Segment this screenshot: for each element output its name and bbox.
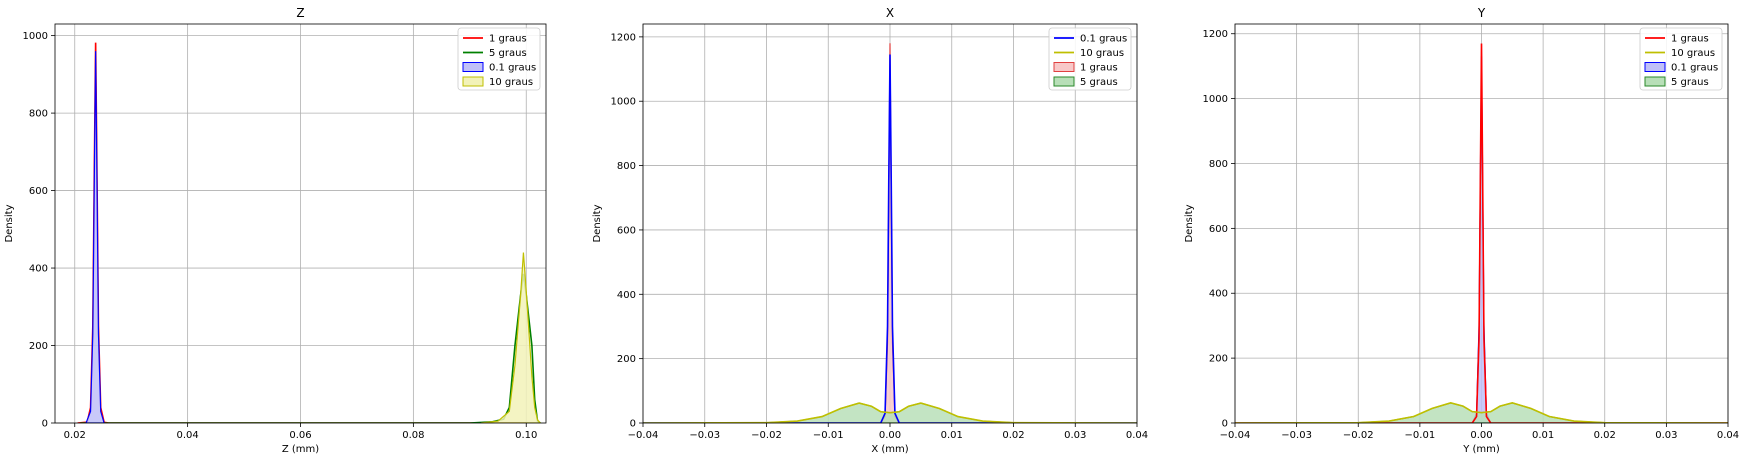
x-axis-label: Z (mm)	[282, 444, 319, 455]
y-tick-label: 1200	[611, 32, 636, 43]
y-tick-label: 600	[1209, 224, 1228, 235]
y-tick-label: 400	[617, 290, 636, 301]
y-tick-label: 200	[29, 341, 48, 352]
legend-label: 5 graus	[1671, 77, 1709, 88]
series-line	[1235, 402, 1728, 423]
x-tick-label: 0.04	[176, 430, 198, 441]
x-tick-label: −0.03	[689, 430, 720, 441]
x-tick-label: 0.01	[1532, 430, 1554, 441]
legend-swatch-patch	[1644, 62, 1666, 72]
y-tick-label: 600	[617, 225, 636, 236]
series-area	[85, 51, 105, 423]
x-tick-label: 0.10	[515, 430, 537, 441]
y-tick-label: 600	[29, 186, 48, 197]
legend-label: 5 graus	[1080, 77, 1118, 88]
y-tick-label: 1000	[611, 97, 636, 108]
legend: 1 graus 5 graus 0.1 graus 10 graus	[457, 27, 541, 91]
y-tick-label: 400	[1209, 289, 1228, 300]
x-tick-label: 0.01	[941, 430, 963, 441]
legend-label: 10 graus	[489, 77, 533, 88]
series-line	[1235, 43, 1728, 423]
legend-label: 10 graus	[1080, 48, 1124, 59]
y-tick-label: 800	[29, 109, 48, 120]
legend: 0.1 graus 10 graus 1 graus 5 graus	[1048, 27, 1132, 91]
x-tick-label: 0.04	[1126, 430, 1148, 441]
x-tick-label: 0.03	[1064, 430, 1086, 441]
x-tick-label: −0.03	[1281, 430, 1312, 441]
x-tick-label: 0.02	[64, 430, 86, 441]
legend-label: 10 graus	[1671, 48, 1715, 59]
x-tick-label: 0.02	[1002, 430, 1024, 441]
legend-label: 1 graus	[1080, 63, 1118, 74]
series-group	[643, 43, 1137, 423]
legend-swatch-patch	[1053, 76, 1075, 87]
y-tick-label: 800	[1209, 159, 1228, 170]
chart-title: Y	[1477, 6, 1486, 20]
y-tick-label: 1000	[23, 31, 48, 42]
x-tick-label: −0.01	[813, 430, 844, 441]
y-tick-label: 1000	[1203, 94, 1228, 105]
chart-panel-y: −0.04 −0.03 −0.02 −0.01 0.00 0.01 0.02 0.03 0.04…	[1184, 6, 1739, 455]
series-group	[77, 42, 542, 423]
y-axis-label: Density	[4, 204, 15, 242]
y-tick-label: 0	[630, 419, 636, 430]
y-tick-label: 400	[29, 264, 48, 275]
legend-swatch-patch	[1053, 62, 1075, 72]
x-tick-label: 0.03	[1655, 430, 1677, 441]
x-tick-label: 0.04	[1717, 430, 1739, 441]
series-line	[643, 402, 1137, 423]
legend-label: 1 graus	[1671, 34, 1709, 45]
legend-box	[1048, 27, 1132, 91]
y-tick-label: 200	[1209, 354, 1228, 365]
x-tick-label: 0.08	[402, 430, 424, 441]
x-axis-label: Y (mm)	[1462, 444, 1500, 455]
x-axis-label: X (mm)	[871, 444, 908, 455]
legend: 1 graus 10 graus 0.1 graus 5 graus	[1639, 27, 1723, 91]
y-axis-label: Density	[1184, 204, 1195, 242]
y-tick-label: 800	[617, 161, 636, 172]
x-tick-label: −0.02	[1343, 430, 1374, 441]
legend-swatch-patch	[462, 62, 484, 72]
series-line	[643, 54, 1137, 423]
x-tick-label: 0.00	[1470, 430, 1492, 441]
legend-label: 0.1 graus	[1671, 63, 1718, 74]
y-tick-label: 1200	[1203, 29, 1228, 40]
y-tick-label: 0	[1222, 419, 1228, 430]
x-tick-label: 0.02	[1594, 430, 1616, 441]
x-tick-label: −0.01	[1405, 430, 1436, 441]
chart-panel-x: −0.04 −0.03 −0.02 −0.01 0.00 0.01 0.02 0.03 0.04…	[592, 6, 1148, 455]
legend-label: 1 graus	[489, 34, 527, 45]
legend-label: 0.1 graus	[489, 63, 536, 74]
y-axis-label: Density	[592, 204, 603, 242]
series-area	[481, 252, 542, 423]
chart-panel-z: 0.02 0.04 0.06 0.08 0.10 0 200 400 600 800 1000 Z Z …	[4, 6, 547, 455]
legend-swatch-patch	[462, 76, 484, 87]
legend-label: 0.1 graus	[1080, 34, 1127, 45]
x-tick-label: −0.02	[751, 430, 782, 441]
x-tick-label: 0.00	[879, 430, 901, 441]
y-tick-label: 200	[617, 354, 636, 365]
chart-title: Z	[296, 6, 304, 20]
x-tick-label: −0.04	[1220, 430, 1251, 441]
legend-box	[1639, 27, 1723, 91]
x-tick-label: −0.04	[628, 430, 659, 441]
legend-box	[457, 27, 541, 91]
y-tick-label: 0	[42, 419, 48, 430]
series-group	[1235, 43, 1728, 423]
legend-swatch-patch	[1644, 76, 1666, 87]
x-tick-label: 0.06	[289, 430, 311, 441]
legend-label: 5 graus	[489, 48, 527, 59]
chart-title: X	[886, 6, 894, 20]
